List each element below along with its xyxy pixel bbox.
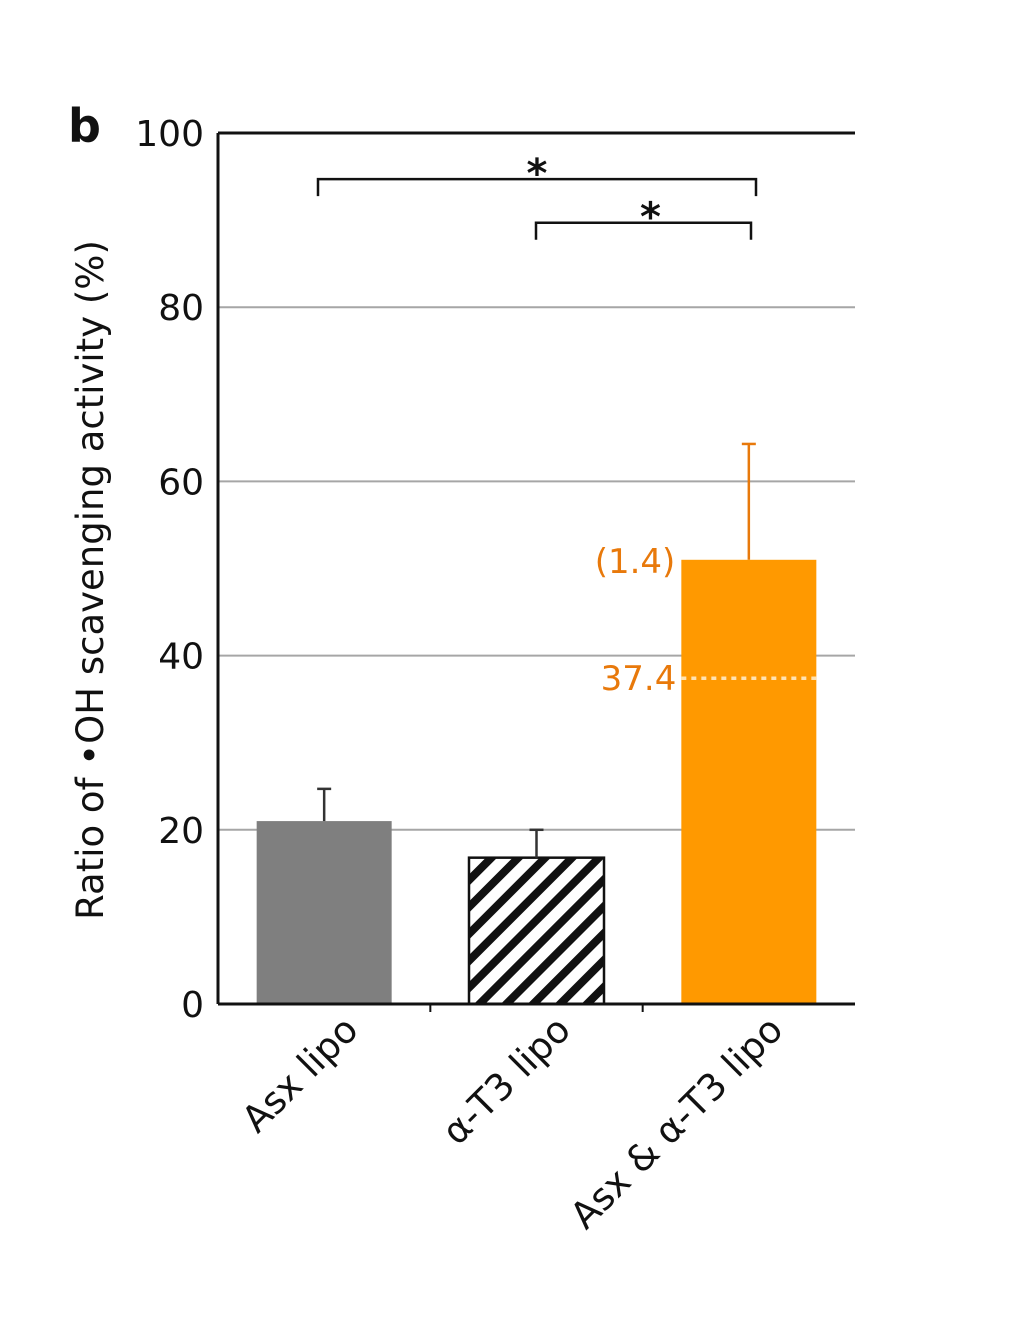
x-category-label: α-T3 lipo	[434, 1008, 579, 1153]
significance-star: *	[527, 151, 548, 197]
y-axis-title: Ratio of •OH scavenging activity (%)	[69, 240, 112, 920]
annotation-label: (1.4)	[595, 542, 676, 582]
y-tick-label: 80	[158, 288, 204, 329]
x-category-label: Asx & α-T3 lipo	[562, 1008, 791, 1237]
y-tick-label: 60	[158, 462, 204, 503]
annotation-label: 37.4	[601, 659, 677, 699]
y-tick-label: 40	[158, 637, 204, 678]
bar	[467, 856, 606, 1006]
bar	[256, 821, 392, 1004]
significance-bracket	[316, 177, 758, 197]
y-tick-label: 20	[158, 811, 204, 852]
x-category-label: Asx lipo	[234, 1008, 367, 1141]
significance-star: *	[640, 195, 661, 241]
significance-bracket	[534, 221, 753, 240]
bar	[681, 559, 817, 1004]
panel-label: b	[68, 99, 101, 153]
y-tick-label: 0	[181, 985, 204, 1026]
y-tick-label: 100	[135, 114, 204, 155]
